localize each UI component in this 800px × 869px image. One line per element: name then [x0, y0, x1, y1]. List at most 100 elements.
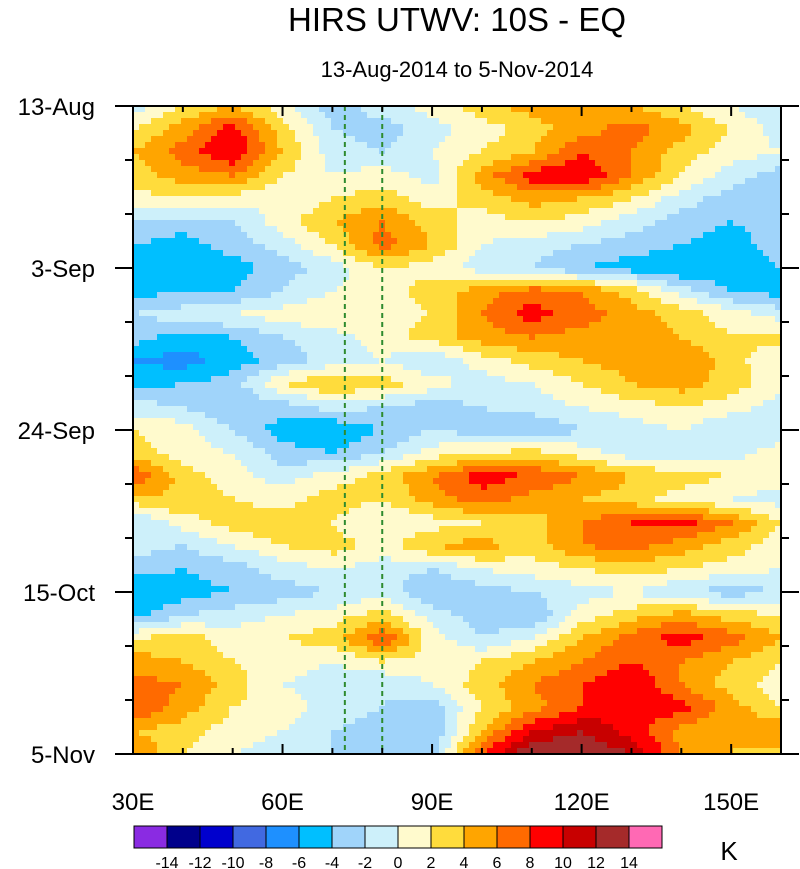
- field-cell: [445, 166, 452, 173]
- field-cell: [181, 286, 188, 293]
- field-cell: [739, 238, 746, 245]
- field-cell: [745, 166, 752, 173]
- field-cell: [613, 334, 620, 341]
- field-cell: [625, 232, 632, 239]
- field-cell: [643, 346, 650, 353]
- field-cell: [421, 298, 428, 305]
- field-cell: [271, 172, 278, 179]
- field-cell: [235, 376, 242, 383]
- field-cell: [607, 292, 614, 299]
- field-cell: [655, 178, 662, 185]
- field-cell: [601, 226, 608, 233]
- field-cell: [391, 118, 398, 125]
- field-cell: [625, 274, 632, 281]
- field-cell: [529, 358, 536, 365]
- field-cell: [217, 208, 224, 215]
- field-cell: [691, 226, 698, 233]
- field-cell: [463, 292, 470, 299]
- field-cell: [679, 370, 686, 377]
- field-cell: [481, 130, 488, 137]
- field-cell: [571, 298, 578, 305]
- field-cell: [169, 286, 176, 293]
- field-cell: [415, 142, 422, 149]
- field-cell: [229, 196, 236, 203]
- field-cell: [355, 178, 362, 185]
- field-cell: [301, 298, 308, 305]
- field-cell: [589, 250, 596, 257]
- field-cell: [607, 106, 614, 113]
- field-cell: [205, 304, 212, 311]
- field-cell: [733, 130, 740, 137]
- field-cell: [691, 304, 698, 311]
- field-cell: [751, 322, 758, 329]
- field-cell: [151, 208, 158, 215]
- field-cell: [691, 346, 698, 353]
- field-cell: [361, 376, 368, 383]
- field-cell: [289, 220, 296, 227]
- field-cell: [367, 364, 374, 371]
- field-cell: [763, 286, 770, 293]
- field-cell: [499, 376, 506, 383]
- field-cell: [541, 106, 548, 113]
- field-cell: [349, 304, 356, 311]
- field-cell: [181, 274, 188, 281]
- field-cell: [247, 232, 254, 239]
- field-cell: [325, 208, 332, 215]
- field-cell: [283, 370, 290, 377]
- field-cell: [145, 238, 152, 245]
- field-cell: [769, 310, 776, 317]
- field-cell: [355, 376, 362, 383]
- field-cell: [157, 292, 164, 299]
- field-cell: [745, 376, 752, 383]
- field-cell: [673, 256, 680, 263]
- field-cell: [301, 274, 308, 281]
- field-cell: [511, 220, 518, 227]
- field-cell: [721, 142, 728, 149]
- field-cell: [175, 358, 182, 365]
- field-cell: [493, 328, 500, 335]
- field-cell: [685, 142, 692, 149]
- field-cell: [145, 346, 152, 353]
- field-cell: [415, 208, 422, 215]
- field-cell: [181, 172, 188, 179]
- field-cell: [271, 166, 278, 173]
- field-cell: [337, 268, 344, 275]
- field-cell: [391, 142, 398, 149]
- field-cell: [289, 370, 296, 377]
- field-cell: [685, 148, 692, 155]
- field-cell: [325, 196, 332, 203]
- field-cell: [145, 370, 152, 377]
- field-cell: [763, 172, 770, 179]
- field-cell: [517, 142, 524, 149]
- field-cell: [679, 202, 686, 209]
- field-cell: [193, 322, 200, 329]
- field-cell: [439, 286, 446, 293]
- field-cell: [679, 190, 686, 197]
- field-cell: [295, 142, 302, 149]
- field-cell: [685, 286, 692, 293]
- field-cell: [235, 250, 242, 257]
- field-cell: [175, 202, 182, 209]
- field-cell: [535, 256, 542, 263]
- field-cell: [553, 118, 560, 125]
- field-cell: [763, 226, 770, 233]
- field-cell: [355, 370, 362, 377]
- field-cell: [529, 226, 536, 233]
- field-cell: [739, 214, 746, 221]
- field-cell: [157, 352, 164, 359]
- field-cell: [505, 352, 512, 359]
- field-cell: [145, 202, 152, 209]
- field-cell: [475, 118, 482, 125]
- field-cell: [673, 232, 680, 239]
- field-cell: [361, 124, 368, 131]
- field-cell: [631, 208, 638, 215]
- field-cell: [445, 274, 452, 281]
- field-cell: [673, 118, 680, 125]
- field-cell: [709, 208, 716, 215]
- field-cell: [529, 244, 536, 251]
- field-cell: [235, 256, 242, 263]
- field-cell: [445, 244, 452, 251]
- field-cell: [709, 346, 716, 353]
- field-cell: [607, 340, 614, 347]
- field-cell: [775, 172, 781, 179]
